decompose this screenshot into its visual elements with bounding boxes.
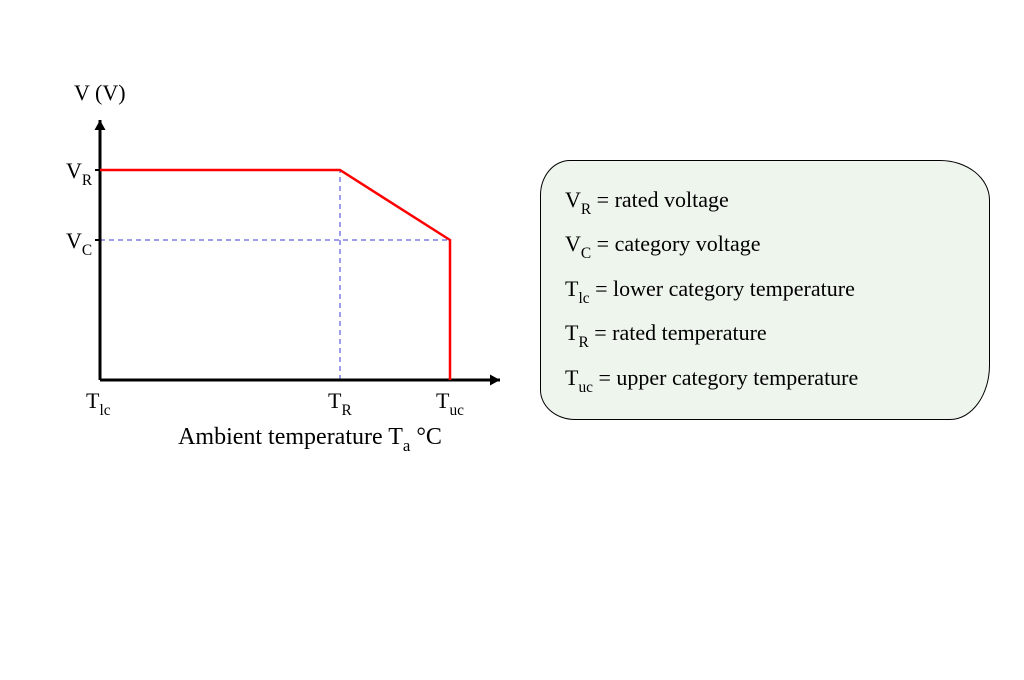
x-tick-tr-main: T	[328, 388, 341, 413]
legend-tlc-sym-sub: lc	[578, 290, 589, 307]
legend-vc-desc: category voltage	[615, 231, 761, 256]
legend-item-tuc: Tuc = upper category temperature	[565, 357, 965, 401]
legend-tlc-sym-main: T	[565, 276, 578, 301]
x-tick-tuc-sub: uc	[449, 402, 464, 419]
x-tick-tlc-main: T	[86, 388, 99, 413]
chart-area: V (V) VR VC Tlc TR Tuc	[40, 80, 500, 500]
x-axis-title: Ambient temperature Ta °C	[120, 424, 500, 455]
y-tick-vc-sub: C	[82, 242, 92, 259]
legend-tuc-sym-main: T	[565, 365, 578, 390]
x-axis-title-suffix: °C	[410, 424, 442, 450]
legend-eq: =	[598, 365, 616, 390]
y-tick-vr-main: V	[66, 158, 82, 183]
legend-tuc-sym-sub: uc	[578, 379, 593, 396]
legend-eq: =	[594, 320, 612, 345]
x-axis-title-sub: a	[403, 436, 410, 455]
legend-vr-sym-sub: R	[581, 201, 591, 218]
legend-eq: =	[597, 187, 615, 212]
x-tick-tlc-sub: lc	[99, 402, 110, 419]
x-tick-tuc-main: T	[436, 388, 449, 413]
legend-item-vc: VC = category voltage	[565, 223, 965, 267]
legend-item-vr: VR = rated voltage	[565, 179, 965, 223]
legend-vc-sym-main: V	[565, 231, 581, 256]
legend-vc-sym-sub: C	[581, 245, 591, 262]
legend-tr-sym-main: T	[565, 320, 578, 345]
legend-tuc-desc: upper category temperature	[616, 365, 858, 390]
legend-vr-desc: rated voltage	[615, 187, 729, 212]
legend-item-tr: TR = rated temperature	[565, 312, 965, 356]
y-tick-vr: VR	[66, 158, 92, 188]
derating-curve	[100, 170, 450, 380]
y-tick-vr-sub: R	[82, 172, 92, 189]
x-tick-tlc: Tlc	[86, 388, 111, 418]
x-tick-tr: TR	[328, 388, 352, 418]
x-tick-tr-sub: R	[341, 402, 351, 419]
guide-lines	[100, 170, 450, 380]
x-tick-tuc: Tuc	[436, 388, 464, 418]
page-container: V (V) VR VC Tlc TR Tuc	[0, 0, 1024, 680]
legend-box: VR = rated voltage VC = category voltage…	[540, 160, 990, 420]
chart-svg	[40, 80, 520, 420]
legend-vr-sym-main: V	[565, 187, 581, 212]
x-axis-title-prefix: Ambient temperature T	[178, 424, 403, 450]
legend-eq: =	[595, 276, 613, 301]
legend-tlc-desc: lower category temperature	[613, 276, 855, 301]
y-tick-vc-main: V	[66, 228, 82, 253]
y-tick-vc: VC	[66, 228, 92, 258]
legend-item-tlc: Tlc = lower category temperature	[565, 268, 965, 312]
legend-tr-sym-sub: R	[578, 334, 588, 351]
axes	[95, 120, 501, 386]
legend-tr-desc: rated temperature	[612, 320, 767, 345]
legend-eq: =	[597, 231, 615, 256]
